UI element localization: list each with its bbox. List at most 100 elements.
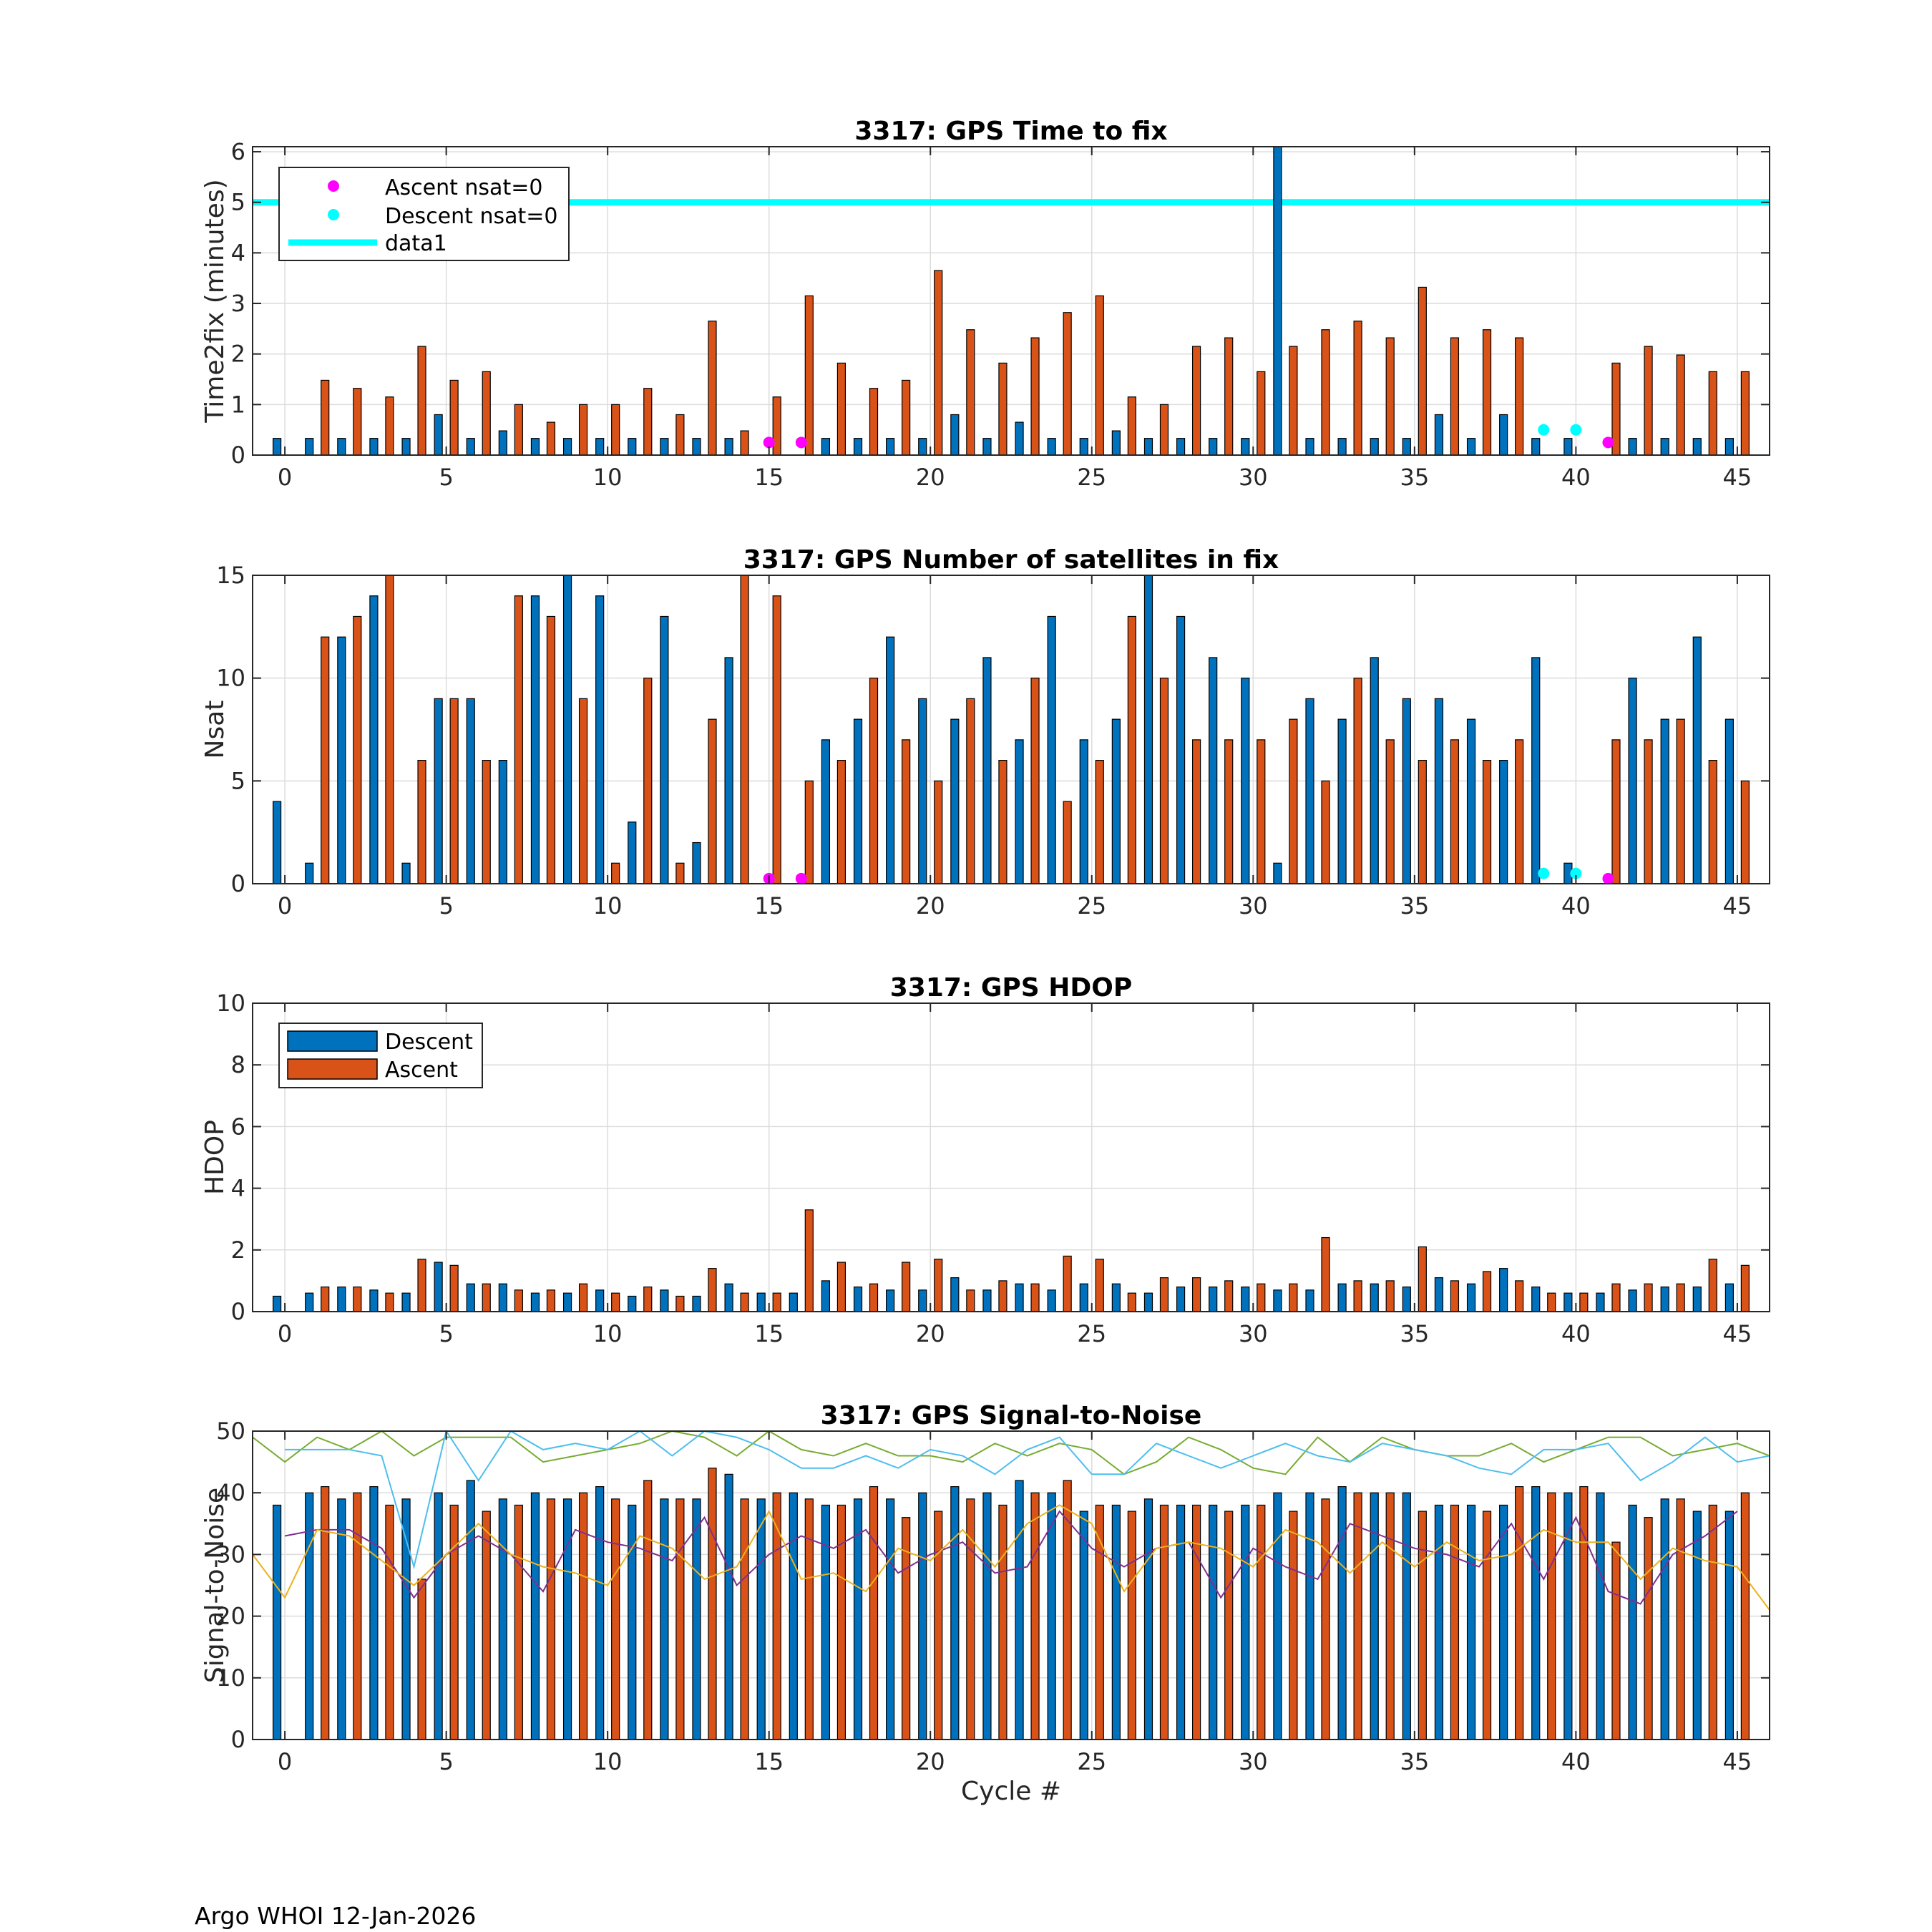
ascent-bar [321, 1286, 330, 1312]
ascent-bar [449, 698, 459, 884]
x-tick-label: 5 [439, 464, 453, 491]
ascent-bar [1611, 1541, 1621, 1740]
ascent-bar [514, 1289, 523, 1312]
descent-bar [1692, 1511, 1702, 1740]
x-tick-label: 15 [754, 1748, 784, 1775]
descent-bar [1531, 1286, 1541, 1312]
descent-bar [337, 1286, 346, 1312]
ascent-bar [1418, 286, 1427, 456]
descent-bar [1402, 1286, 1411, 1312]
descent-bar [1273, 146, 1282, 456]
ascent-bar [1095, 295, 1104, 456]
plot-area [253, 575, 1770, 884]
y-tick-label: 6 [231, 1113, 245, 1140]
descent-bar [337, 636, 346, 884]
ascent-bar [1159, 404, 1169, 456]
descent-bar [1434, 1504, 1444, 1740]
ascent-bar [1191, 346, 1201, 456]
y-axis-label: Nsat [200, 701, 230, 759]
ascent-bar [1191, 739, 1201, 884]
descent-bar [1370, 1283, 1379, 1312]
chart-title: 3317: GPS HDOP [890, 973, 1133, 1002]
ascent-bar [1289, 346, 1298, 456]
descent-bar [692, 841, 701, 884]
descent-bar [1079, 1511, 1088, 1740]
descent-bar [950, 414, 960, 456]
descent-bar [401, 862, 411, 884]
ascent-bar [643, 678, 653, 884]
descent-bar [918, 438, 927, 456]
ascent-bar [966, 698, 975, 884]
ascent-bar [353, 1492, 362, 1740]
ascent-bar [1579, 1292, 1589, 1312]
descent-bar [724, 1283, 733, 1312]
x-tick-label: 15 [754, 464, 784, 491]
ascent-bar [675, 1295, 685, 1312]
ascent-bar [482, 1283, 491, 1312]
descent-bar [918, 1492, 927, 1740]
ascent-bar [1740, 371, 1750, 456]
x-tick-label: 25 [1077, 892, 1106, 919]
descent-bar [1434, 698, 1444, 884]
ascent-bar [417, 759, 426, 884]
y-tick-label: 15 [216, 562, 245, 589]
descent-bar [434, 1492, 443, 1740]
ascent-bar [1418, 1246, 1427, 1312]
descent-bar [1209, 1286, 1218, 1312]
descent-bar [692, 1295, 701, 1312]
descent-bar [562, 1292, 572, 1312]
ascent-bar [836, 1262, 847, 1312]
descent-bar [305, 862, 314, 884]
descent-bar [886, 636, 895, 884]
descent-bar [273, 438, 282, 456]
descent-bar [562, 1498, 572, 1740]
ascent-bar [546, 1289, 556, 1312]
ascent-bar [1257, 371, 1266, 456]
descent-bar [1111, 718, 1121, 884]
descent-bar [337, 438, 346, 456]
x-tick-label: 20 [916, 1320, 945, 1347]
ascent-bar [546, 421, 556, 456]
descent-bar [401, 1292, 411, 1312]
descent-bar [1466, 1283, 1476, 1312]
ascent-bar [1611, 739, 1621, 884]
legend-cyan-marker [328, 209, 339, 220]
chart-title: 3317: GPS Signal-to-Noise [821, 1401, 1202, 1430]
ascent-bar [675, 862, 685, 884]
ascent-bar [836, 759, 847, 884]
ascent-bar [321, 636, 330, 884]
descent-bar [1563, 1492, 1573, 1740]
x-tick-label: 40 [1561, 892, 1591, 919]
x-tick-label: 30 [1239, 464, 1268, 491]
descent-bar [1531, 438, 1541, 456]
chart-title: 3317: GPS Number of satellites in fix [743, 545, 1279, 575]
y-tick-label: 3 [231, 290, 245, 317]
ascent-bar [1159, 678, 1169, 884]
panel-3: 0 5 10 15 20 25 30 35 40 45 0 2 4 6 8 10 3317: GPS HDOP H… [200, 973, 1770, 1347]
ascent-bar [1450, 1504, 1460, 1740]
descent-bar [1692, 438, 1702, 456]
ascent-bar [902, 379, 911, 456]
descent-bar [1660, 438, 1669, 456]
ascent-bar [417, 1259, 426, 1312]
y-axis-label: Time2fix (minutes) [200, 179, 230, 423]
descent-bar [369, 438, 379, 456]
y-tick-label: 0 [231, 1298, 245, 1325]
x-tick-label: 40 [1561, 464, 1591, 491]
descent-bar [886, 1498, 895, 1740]
x-axis-label: Cycle # [961, 1777, 1061, 1806]
ascent-bar [1353, 678, 1362, 884]
descent-bar [1596, 1492, 1605, 1740]
ascent-bar [1515, 337, 1524, 456]
ascent-bar [546, 1498, 556, 1740]
descent-bar [466, 1480, 475, 1740]
descent-bar [1337, 1283, 1347, 1312]
axes-box [252, 1430, 1770, 1740]
ascent-bar [804, 780, 814, 884]
ascent-bar [934, 1259, 943, 1312]
x-tick-label: 25 [1077, 464, 1106, 491]
ascent-bar [643, 388, 653, 456]
ascent-bar [611, 1292, 620, 1312]
ascent-bar [1321, 780, 1330, 884]
ascent-bar [934, 780, 943, 884]
